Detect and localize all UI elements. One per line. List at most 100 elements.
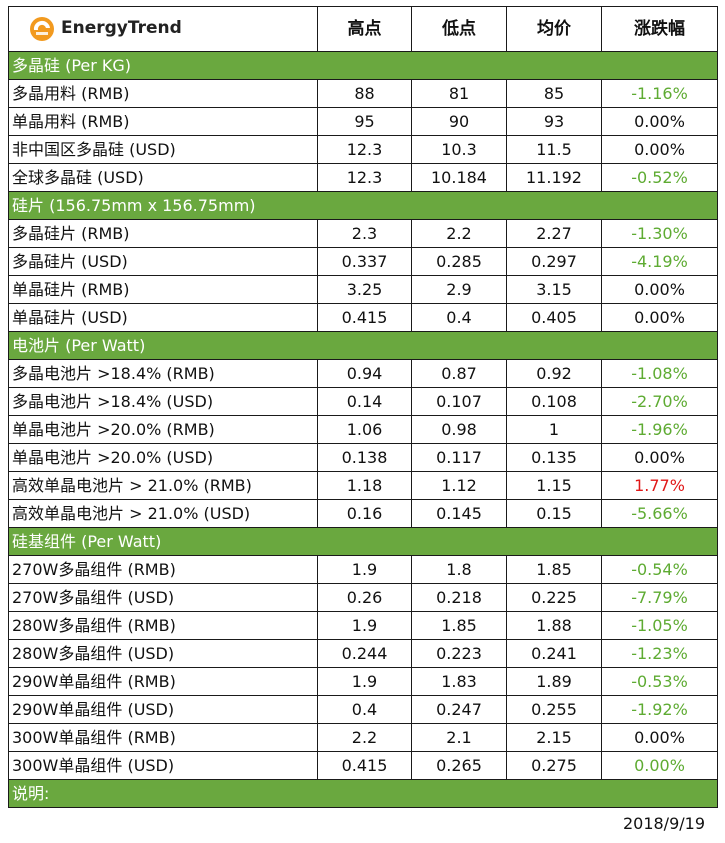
product-name-cell: 270W多晶组件 (RMB): [8, 555, 318, 584]
change-cell: -1.92%: [601, 695, 718, 724]
avg-price-cell: 0.135: [506, 443, 602, 472]
low-price-cell: 0.145: [411, 499, 507, 528]
price-table: EnergyTrend 高点 低点 均价 涨跌幅 多晶硅 (Per KG) 多晶用…: [8, 6, 718, 808]
high-price-cell: 0.4: [317, 695, 412, 724]
product-name-cell: 高效单晶电池片 > 21.0% (USD): [8, 499, 318, 528]
high-price-cell: 0.415: [317, 751, 412, 780]
section-title: 硅片 (156.75mm x 156.75mm): [8, 191, 718, 220]
section-title: 硅基组件 (Per Watt): [8, 527, 718, 556]
table-row: 多晶电池片 >18.4% (USD) 0.14 0.107 0.108 -2.70%: [8, 387, 718, 416]
table-row: 全球多晶硅 (USD) 12.3 10.184 11.192 -0.52%: [8, 163, 718, 192]
change-cell: -0.53%: [601, 667, 718, 696]
table-row: 多晶硅片 (RMB) 2.3 2.2 2.27 -1.30%: [8, 219, 718, 248]
avg-price-cell: 85: [506, 79, 602, 108]
avg-price-cell: 0.92: [506, 359, 602, 388]
low-price-cell: 0.223: [411, 639, 507, 668]
avg-price-cell: 3.15: [506, 275, 602, 304]
table-row: 270W多晶组件 (USD) 0.26 0.218 0.225 -7.79%: [8, 583, 718, 612]
avg-price-cell: 0.241: [506, 639, 602, 668]
table-row: 270W多晶组件 (RMB) 1.9 1.8 1.85 -0.54%: [8, 555, 718, 584]
low-price-cell: 1.85: [411, 611, 507, 640]
high-price-cell: 95: [317, 107, 412, 136]
high-price-cell: 1.18: [317, 471, 412, 500]
high-price-cell: 0.138: [317, 443, 412, 472]
low-price-cell: 0.107: [411, 387, 507, 416]
avg-price-cell: 1.88: [506, 611, 602, 640]
high-price-cell: 0.415: [317, 303, 412, 332]
avg-price-cell: 2.27: [506, 219, 602, 248]
table-row: 单晶电池片 >20.0% (RMB) 1.06 0.98 1 -1.96%: [8, 415, 718, 444]
change-cell: 0.00%: [601, 723, 718, 752]
product-name-cell: 290W单晶组件 (RMB): [8, 667, 318, 696]
table-row: 300W单晶组件 (RMB) 2.2 2.1 2.15 0.00%: [8, 723, 718, 752]
avg-price-cell: 1.15: [506, 471, 602, 500]
product-name-cell: 300W单晶组件 (RMB): [8, 723, 318, 752]
high-price-cell: 0.244: [317, 639, 412, 668]
high-price-cell: 1.9: [317, 667, 412, 696]
change-cell: 0.00%: [601, 751, 718, 780]
table-row: 290W单晶组件 (USD) 0.4 0.247 0.255 -1.92%: [8, 695, 718, 724]
avg-price-cell: 11.192: [506, 163, 602, 192]
change-cell: 1.77%: [601, 471, 718, 500]
product-name-cell: 单晶电池片 >20.0% (USD): [8, 443, 318, 472]
change-cell: 0.00%: [601, 275, 718, 304]
header-row: EnergyTrend 高点 低点 均价 涨跌幅: [8, 6, 718, 52]
avg-price-cell: 0.405: [506, 303, 602, 332]
table-row: 单晶硅片 (RMB) 3.25 2.9 3.15 0.00%: [8, 275, 718, 304]
logo: EnergyTrend: [8, 6, 318, 52]
high-price-cell: 1.9: [317, 555, 412, 584]
change-cell: -1.08%: [601, 359, 718, 388]
section-header-row: 电池片 (Per Watt): [8, 331, 718, 360]
low-price-cell: 81: [411, 79, 507, 108]
change-cell: -7.79%: [601, 583, 718, 612]
table-row: 多晶电池片 >18.4% (RMB) 0.94 0.87 0.92 -1.08%: [8, 359, 718, 388]
avg-price-cell: 0.275: [506, 751, 602, 780]
change-cell: -1.05%: [601, 611, 718, 640]
product-name-cell: 单晶硅片 (RMB): [8, 275, 318, 304]
change-cell: -1.23%: [601, 639, 718, 668]
high-price-cell: 0.94: [317, 359, 412, 388]
table-row: 单晶电池片 >20.0% (USD) 0.138 0.117 0.135 0.00%: [8, 443, 718, 472]
logo-text: EnergyTrend: [61, 18, 182, 39]
section-header-row: 多晶硅 (Per KG): [8, 51, 718, 80]
product-name-cell: 单晶用料 (RMB): [8, 107, 318, 136]
low-price-cell: 10.184: [411, 163, 507, 192]
header-avg: 均价: [506, 6, 602, 52]
high-price-cell: 1.06: [317, 415, 412, 444]
low-price-cell: 2.1: [411, 723, 507, 752]
table-row: 高效单晶电池片 > 21.0% (RMB) 1.18 1.12 1.15 1.77%: [8, 471, 718, 500]
avg-price-cell: 0.255: [506, 695, 602, 724]
low-price-cell: 10.3: [411, 135, 507, 164]
product-name-cell: 290W单晶组件 (USD): [8, 695, 318, 724]
product-name-cell: 单晶硅片 (USD): [8, 303, 318, 332]
low-price-cell: 0.87: [411, 359, 507, 388]
note-label: 说明:: [8, 779, 718, 808]
change-cell: 0.00%: [601, 303, 718, 332]
change-cell: 0.00%: [601, 443, 718, 472]
table-row: 290W单晶组件 (RMB) 1.9 1.83 1.89 -0.53%: [8, 667, 718, 696]
change-cell: -0.54%: [601, 555, 718, 584]
product-name-cell: 280W多晶组件 (RMB): [8, 611, 318, 640]
product-name-cell: 非中国区多晶硅 (USD): [8, 135, 318, 164]
high-price-cell: 0.26: [317, 583, 412, 612]
low-price-cell: 0.218: [411, 583, 507, 612]
note-row: 说明:: [8, 779, 718, 808]
high-price-cell: 2.3: [317, 219, 412, 248]
high-price-cell: 1.9: [317, 611, 412, 640]
table-row: 多晶用料 (RMB) 88 81 85 -1.16%: [8, 79, 718, 108]
product-name-cell: 270W多晶组件 (USD): [8, 583, 318, 612]
report-date: 2018/9/19: [622, 814, 705, 833]
product-name-cell: 多晶电池片 >18.4% (USD): [8, 387, 318, 416]
low-price-cell: 0.4: [411, 303, 507, 332]
avg-price-cell: 2.15: [506, 723, 602, 752]
high-price-cell: 2.2: [317, 723, 412, 752]
avg-price-cell: 1: [506, 415, 602, 444]
change-cell: -1.96%: [601, 415, 718, 444]
section-title: 多晶硅 (Per KG): [8, 51, 718, 80]
change-cell: -1.16%: [601, 79, 718, 108]
high-price-cell: 12.3: [317, 163, 412, 192]
product-name-cell: 单晶电池片 >20.0% (RMB): [8, 415, 318, 444]
low-price-cell: 1.8: [411, 555, 507, 584]
energytrend-logo-icon: [30, 16, 54, 41]
table-row: 280W多晶组件 (RMB) 1.9 1.85 1.88 -1.05%: [8, 611, 718, 640]
